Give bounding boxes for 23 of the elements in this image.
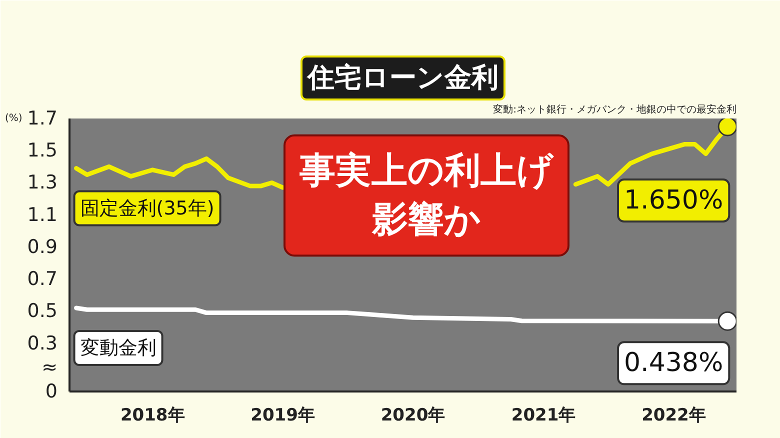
- x-tick-label: 2022年: [642, 406, 706, 426]
- text: 変動:ネット銀行・メガバンク・地銀の中での最安金利: [493, 104, 737, 116]
- y-tick-label: 0.9: [27, 236, 58, 258]
- series-label: 変動金利: [80, 336, 156, 359]
- y-tick-label: 1.1: [27, 204, 58, 226]
- y-axis-title: (%): [4, 113, 22, 124]
- y-tick-label: 0: [45, 380, 58, 402]
- annotation: 事実上の利上げ影響か: [298, 150, 554, 241]
- y-tick-label: 1.3: [27, 172, 58, 194]
- x-tick-label: 2018年: [120, 406, 185, 426]
- x-tick-label: 2019年: [250, 406, 315, 426]
- y-tick-label: 0.7: [27, 268, 58, 290]
- annotation: 0.438%: [624, 348, 724, 378]
- y-tick-label: ≈: [42, 356, 58, 378]
- chart-title: 住宅ローン金利: [306, 62, 498, 94]
- x-tick-label: 2020年: [380, 406, 446, 426]
- x-tick-label: 2021年: [511, 406, 576, 426]
- y-tick-label: 1.5: [27, 140, 58, 162]
- annotation: 1.650%: [624, 186, 724, 216]
- y-tick-label: 1.7: [27, 108, 58, 130]
- y-tick-label: 0.5: [27, 300, 58, 322]
- series-label: 固定金利(35年): [80, 197, 214, 220]
- y-tick-label: 0.3: [27, 332, 58, 354]
